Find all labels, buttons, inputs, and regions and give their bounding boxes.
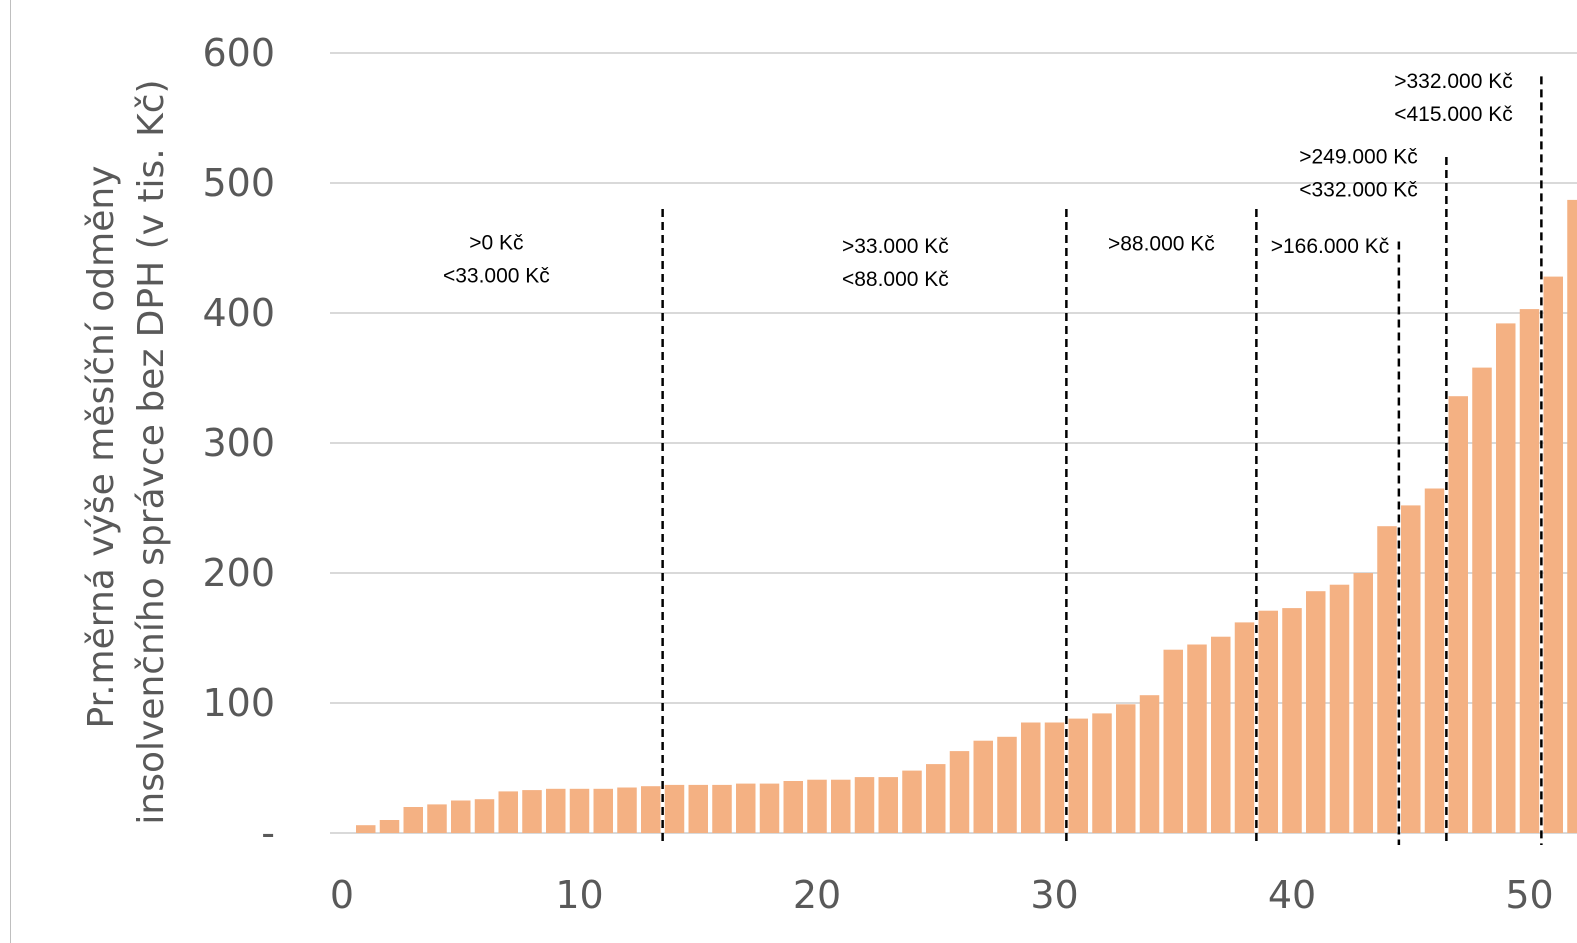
bar — [1258, 610, 1278, 833]
bar — [1543, 276, 1563, 834]
bar — [498, 791, 518, 833]
bar — [1234, 622, 1255, 833]
bar — [641, 786, 661, 833]
bar — [1092, 713, 1112, 833]
bar — [712, 784, 732, 833]
bar — [1424, 488, 1445, 833]
bar — [1116, 704, 1136, 833]
bar — [1187, 644, 1207, 833]
bar — [1282, 608, 1302, 833]
bar — [1329, 584, 1350, 833]
bar — [854, 777, 875, 833]
bar — [949, 751, 970, 833]
x-tick-label: 10 — [555, 873, 603, 917]
bar — [831, 779, 851, 833]
bar — [569, 788, 590, 833]
y-tick-label: 500 — [202, 161, 275, 205]
bar — [973, 740, 993, 833]
bracket-label: <332.000 Kč — [1299, 179, 1418, 202]
bracket-label: <33.000 Kč — [443, 264, 550, 287]
bar — [1496, 323, 1516, 833]
bar — [759, 783, 780, 833]
y-tick-label: 300 — [202, 421, 275, 465]
y-axis-label-line1: Pr.měrná výše měsíční odměny — [81, 166, 122, 729]
bracket-dividers — [661, 76, 1543, 845]
bar — [1139, 695, 1160, 833]
bar — [997, 736, 1017, 833]
bracket-label: >332.000 Kč — [1394, 70, 1513, 93]
bar — [807, 779, 827, 833]
bar — [902, 770, 922, 833]
bar — [1472, 367, 1492, 833]
bar — [1567, 199, 1577, 833]
bar — [403, 807, 423, 833]
bar — [1519, 309, 1540, 834]
bar — [617, 787, 637, 833]
y-tick-label: 100 — [202, 681, 275, 725]
y-tick-label: 200 — [202, 551, 275, 595]
bracket-label: <88.000 Kč — [842, 268, 949, 291]
y-tick-label: - — [261, 811, 275, 855]
bar — [1021, 722, 1041, 833]
bracket-labels: >0 Kč <33.000 Kč >33.000 Kč <88.000 Kč >88.0… — [443, 70, 1513, 291]
bar — [736, 783, 756, 833]
bar — [522, 790, 542, 833]
x-tick-label: 50 — [1505, 873, 1553, 917]
bar — [593, 788, 613, 833]
bracket-label: >0 Kč — [469, 231, 523, 254]
bar — [356, 825, 376, 833]
y-tick-label: 400 — [202, 291, 275, 335]
bar — [1353, 573, 1373, 833]
bar — [783, 781, 803, 833]
bar — [379, 820, 400, 833]
x-tick-label: 20 — [793, 873, 841, 917]
bracket-label: >33.000 Kč — [842, 235, 949, 258]
bar — [1068, 718, 1088, 833]
x-tick-label: 40 — [1268, 873, 1316, 917]
bar — [451, 800, 471, 833]
x-tick-labels: 0 10 20 30 40 50 — [330, 873, 1554, 917]
bar — [1044, 722, 1065, 833]
bar — [878, 777, 898, 833]
y-tick-labels: - 100 200 300 400 500 600 — [202, 31, 275, 855]
bar — [546, 788, 566, 833]
bar — [926, 764, 946, 833]
bar — [1448, 396, 1468, 833]
bar — [1401, 505, 1421, 833]
bar — [664, 784, 685, 833]
y-axis-label-line2: insolvenčního správce bez DPH (v tis. Kč… — [131, 79, 172, 824]
bar — [1211, 636, 1231, 833]
bar — [427, 804, 447, 833]
x-tick-label: 0 — [330, 873, 354, 917]
bracket-label: >249.000 Kč — [1299, 146, 1418, 169]
y-tick-label: 600 — [202, 31, 275, 75]
bar — [474, 799, 495, 833]
bracket-label: >88.000 Kč — [1108, 233, 1215, 256]
x-tick-label: 30 — [1030, 873, 1078, 917]
bar — [1306, 591, 1326, 833]
bars — [356, 199, 1577, 834]
bar — [1163, 649, 1183, 833]
bar — [688, 784, 708, 833]
bracket-label: <415.000 Kč — [1394, 103, 1513, 126]
bracket-label: >166.000 Kč — [1271, 235, 1390, 258]
bar — [1377, 526, 1397, 833]
